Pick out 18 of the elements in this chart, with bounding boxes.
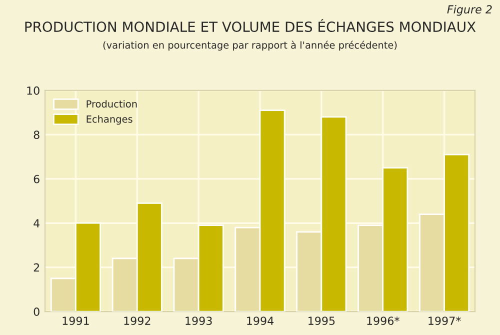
x-tick-label: 1991 (62, 316, 89, 326)
y-tick-label: 6 (34, 174, 40, 184)
chart-title: PRODUCTION MONDIALE ET VOLUME DES ÉCHANGES MONDIAUX (25, 18, 476, 32)
caption: Figure 2 (447, 4, 492, 16)
y-tick-label: 0 (34, 308, 40, 316)
x-tick-label: 1996* (367, 316, 400, 326)
y-tick-label: 4 (34, 219, 40, 228)
x-tick-label: 1993 (186, 316, 212, 326)
legend-label: Echanges (86, 115, 132, 125)
y-tick-label: 2 (34, 263, 40, 272)
chart-subtitle: (variation en pourcentage par rapport à l'année précédente) (103, 40, 397, 51)
y-tick-label: 10 (27, 86, 40, 95)
x-tick-label: 1994 (247, 316, 274, 326)
x-tick-label: 1997* (428, 316, 461, 326)
legend-label: Production (86, 100, 137, 108)
x-tick-label: 1992 (124, 316, 150, 326)
x-tick-label: 1995 (308, 316, 335, 326)
y-tick-label: 8 (34, 130, 40, 140)
